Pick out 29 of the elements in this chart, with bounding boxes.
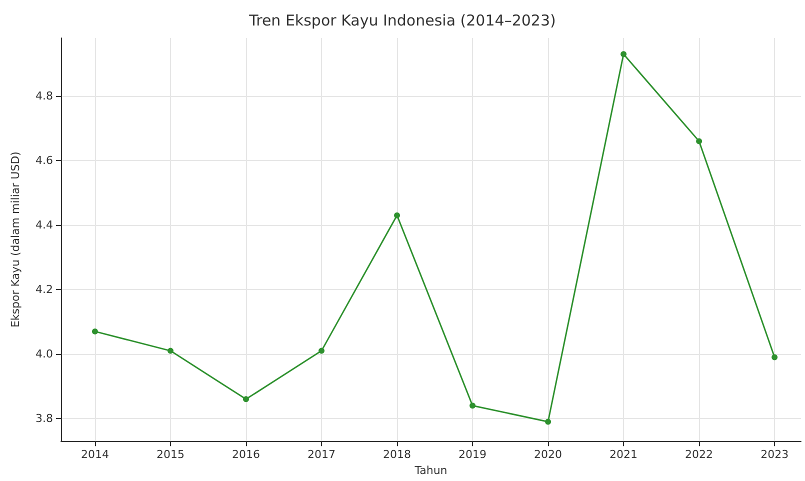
- y-tick-label: 4.4: [36, 218, 53, 232]
- x-tick-label: 2021: [610, 448, 638, 462]
- x-tick-label: 2022: [685, 448, 714, 462]
- x-tick-label: 2014: [80, 448, 109, 462]
- point: [620, 51, 627, 58]
- x-tick-label: 2020: [534, 448, 562, 462]
- x-tick-label: 2019: [458, 448, 487, 462]
- y-tick-label: 4.0: [36, 348, 53, 361]
- x-tick-label: 2017: [308, 448, 336, 462]
- y-tick-label: 4.6: [36, 154, 53, 168]
- point: [318, 348, 325, 354]
- x-tick-label: 2016: [232, 448, 260, 462]
- point: [243, 396, 249, 402]
- point: [394, 212, 400, 218]
- x-tick-label: 2018: [383, 448, 412, 462]
- y-tick-label: 4.2: [36, 283, 53, 296]
- point: [167, 348, 174, 354]
- point: [470, 402, 476, 409]
- y-axis-title: Ekspor Kayu (dalam miliar USD): [9, 152, 22, 328]
- y-tick-label: 3.8: [36, 412, 53, 426]
- point: [545, 418, 552, 425]
- point: [92, 328, 98, 334]
- y-tick-label: 4.8: [36, 90, 53, 103]
- point: [772, 354, 778, 360]
- x-tick-label: 2023: [760, 448, 789, 462]
- point: [696, 138, 702, 144]
- x-tick-label: 2015: [156, 448, 184, 462]
- chart-title: Tren Ekspor Kayu Indonesia (2014–2023): [248, 12, 556, 30]
- x-axis-title: Tahun: [414, 464, 448, 477]
